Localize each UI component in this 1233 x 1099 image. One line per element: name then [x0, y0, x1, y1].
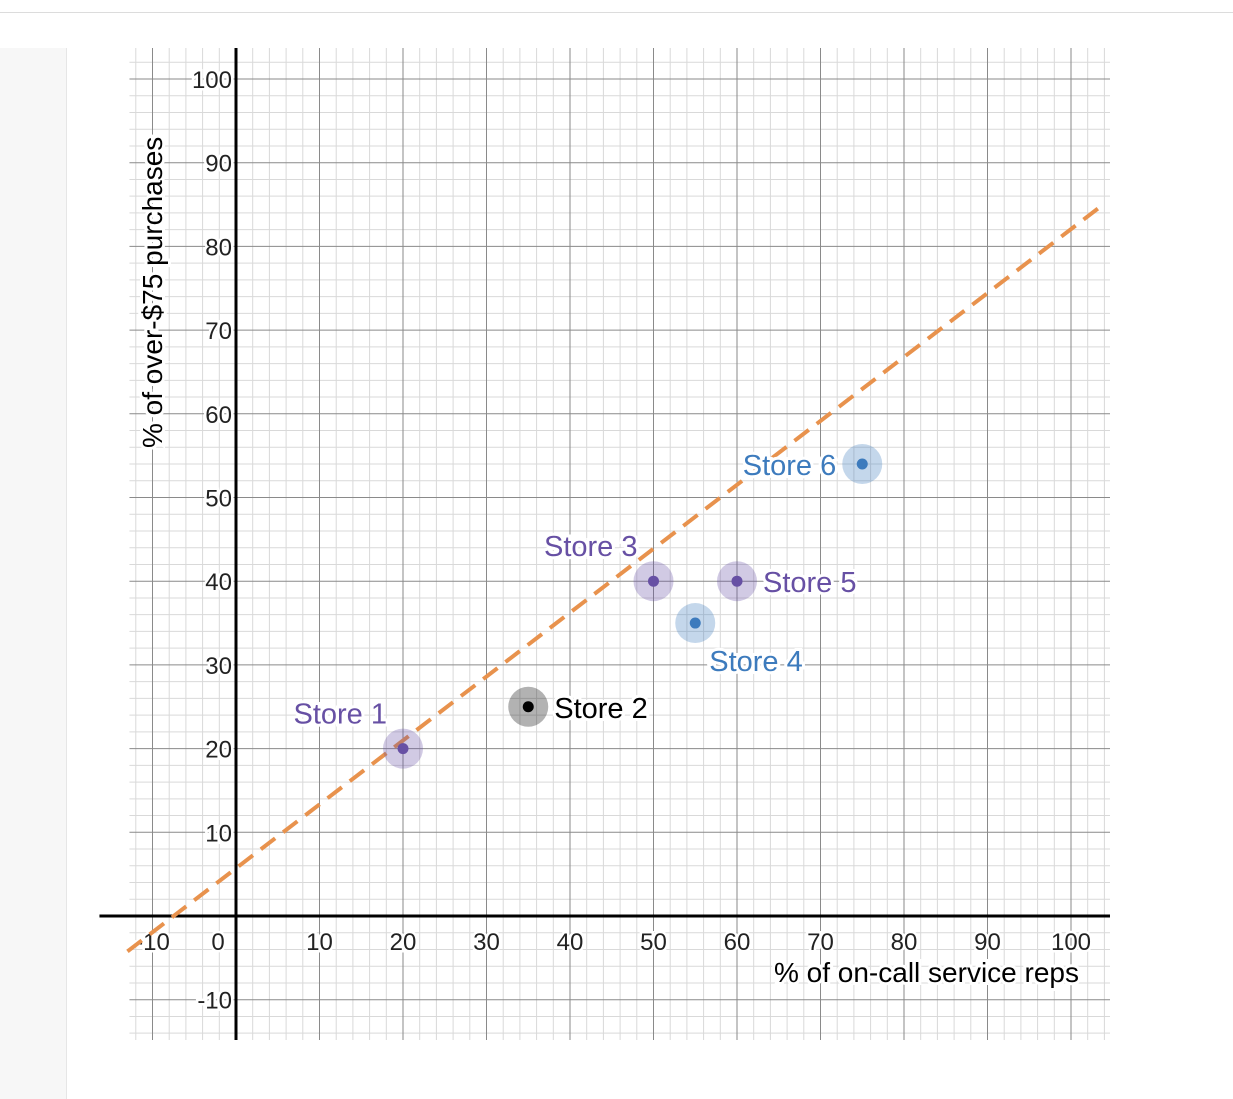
minor-gridlines [129, 48, 1110, 1040]
data-point[interactable] [731, 575, 743, 587]
data-point[interactable] [689, 617, 701, 629]
y-tick-label: 50 [205, 486, 232, 513]
top-divider [0, 0, 1233, 13]
y-tick-label: 80 [205, 234, 232, 261]
y-tick-label: 10 [205, 820, 232, 847]
y-tick-label: 70 [205, 318, 232, 345]
x-tick-label: 100 [1051, 929, 1091, 956]
y-tick-label: 90 [205, 151, 232, 178]
x-tick-label: 10 [306, 929, 333, 956]
x-tick-label: 0 [211, 929, 224, 956]
y-tick-label: 20 [205, 737, 232, 764]
data-point[interactable] [522, 701, 534, 713]
axes [99, 48, 1110, 1040]
point-label: Store 2 [554, 693, 648, 725]
point-label: Store 3 [544, 531, 638, 563]
tick-labels: -10 0 10 20 30 40 50 60 70 80 90 100-10102030405060… [133, 65, 1094, 1018]
y-tick-label: -10 [197, 988, 232, 1015]
x-tick-label: 30 [473, 929, 500, 956]
x-tick-label: 70 [807, 929, 834, 956]
x-tick-label: 60 [724, 929, 751, 956]
major-gridlines [129, 48, 1110, 1040]
data-point[interactable] [856, 458, 868, 470]
x-tick-label: 20 [390, 929, 417, 956]
data-point[interactable] [397, 743, 409, 755]
point-label: Store 5 [763, 567, 857, 599]
x-tick-label: 90 [974, 929, 1001, 956]
y-tick-label: 30 [205, 653, 232, 680]
data-point[interactable] [648, 575, 659, 587]
point-label: Store 4 [709, 646, 803, 678]
y-tick-label: 60 [205, 402, 232, 429]
data-points: Store 1 Store 2 Store 3 Store 4 Store 5 Store… [291, 444, 883, 769]
trend-line-layer [126, 202, 1106, 953]
point-label: Store 1 [294, 699, 388, 731]
side-panel [0, 48, 67, 1099]
x-tick-label: 40 [557, 929, 584, 956]
x-axis-title: % of on-call service reps [774, 957, 1079, 988]
y-tick-label: 100 [192, 67, 232, 94]
x-tick-label: 50 [640, 929, 667, 956]
x-tick-label: 80 [891, 929, 918, 956]
point-label: Store 6 [743, 450, 837, 482]
trend-line [126, 202, 1106, 953]
y-axis-title: % of over-$75 purchases [137, 137, 168, 448]
y-tick-label: 40 [205, 569, 232, 596]
